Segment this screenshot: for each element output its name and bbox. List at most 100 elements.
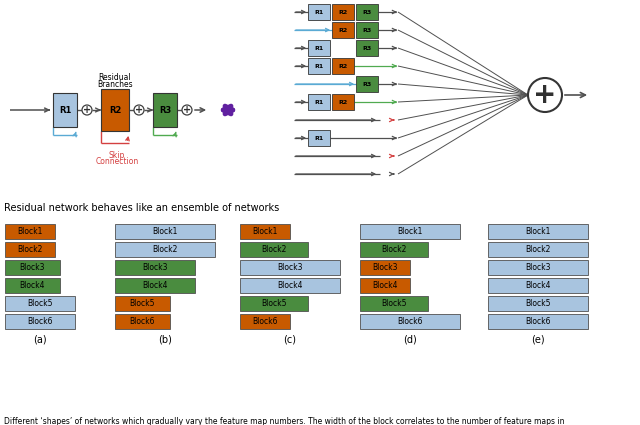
FancyBboxPatch shape bbox=[5, 224, 55, 239]
Circle shape bbox=[182, 105, 192, 115]
FancyBboxPatch shape bbox=[308, 130, 330, 146]
FancyBboxPatch shape bbox=[488, 314, 588, 329]
FancyBboxPatch shape bbox=[240, 314, 290, 329]
FancyBboxPatch shape bbox=[360, 260, 410, 275]
FancyBboxPatch shape bbox=[115, 224, 215, 239]
Text: R3: R3 bbox=[362, 9, 372, 14]
Text: R3: R3 bbox=[159, 105, 171, 114]
FancyBboxPatch shape bbox=[360, 224, 460, 239]
FancyBboxPatch shape bbox=[488, 296, 588, 311]
FancyBboxPatch shape bbox=[356, 22, 378, 38]
Text: +: + bbox=[183, 105, 191, 115]
FancyBboxPatch shape bbox=[356, 40, 378, 56]
Text: R3: R3 bbox=[362, 82, 372, 87]
FancyBboxPatch shape bbox=[101, 89, 129, 131]
Text: R1: R1 bbox=[314, 136, 324, 141]
Text: (d): (d) bbox=[403, 335, 417, 345]
Text: Branches: Branches bbox=[97, 79, 133, 88]
Text: Block2: Block2 bbox=[261, 245, 287, 254]
FancyBboxPatch shape bbox=[115, 296, 170, 311]
FancyBboxPatch shape bbox=[360, 296, 428, 311]
Text: Block1: Block1 bbox=[17, 227, 43, 236]
Text: Block5: Block5 bbox=[381, 299, 407, 308]
FancyBboxPatch shape bbox=[240, 224, 290, 239]
Text: R1: R1 bbox=[314, 45, 324, 51]
Text: Block1: Block1 bbox=[252, 227, 278, 236]
FancyBboxPatch shape bbox=[240, 296, 308, 311]
Text: R1: R1 bbox=[314, 63, 324, 68]
Text: R1: R1 bbox=[314, 99, 324, 105]
FancyBboxPatch shape bbox=[332, 58, 354, 74]
FancyBboxPatch shape bbox=[153, 93, 177, 127]
FancyBboxPatch shape bbox=[488, 242, 588, 257]
FancyBboxPatch shape bbox=[488, 260, 588, 275]
Text: R2: R2 bbox=[339, 28, 348, 32]
Circle shape bbox=[82, 105, 92, 115]
Text: +: + bbox=[83, 105, 91, 115]
Text: Block1: Block1 bbox=[152, 227, 178, 236]
FancyBboxPatch shape bbox=[5, 278, 60, 293]
Text: Block4: Block4 bbox=[525, 281, 551, 290]
FancyBboxPatch shape bbox=[308, 4, 330, 20]
Text: Block5: Block5 bbox=[261, 299, 287, 308]
FancyBboxPatch shape bbox=[356, 4, 378, 20]
Text: +: + bbox=[135, 105, 143, 115]
FancyBboxPatch shape bbox=[115, 242, 215, 257]
FancyBboxPatch shape bbox=[308, 58, 330, 74]
Text: (e): (e) bbox=[531, 335, 545, 345]
FancyBboxPatch shape bbox=[53, 93, 77, 127]
Circle shape bbox=[528, 78, 562, 112]
Text: Residual network behaves like an ensemble of networks: Residual network behaves like an ensembl… bbox=[4, 203, 279, 213]
FancyBboxPatch shape bbox=[5, 242, 55, 257]
Text: Block1: Block1 bbox=[525, 227, 550, 236]
FancyBboxPatch shape bbox=[332, 4, 354, 20]
Text: Residual: Residual bbox=[99, 73, 131, 82]
Text: Block6: Block6 bbox=[28, 317, 52, 326]
FancyBboxPatch shape bbox=[115, 314, 170, 329]
Text: R2: R2 bbox=[339, 63, 348, 68]
Text: Block2: Block2 bbox=[381, 245, 406, 254]
Text: R3: R3 bbox=[362, 45, 372, 51]
Text: +: + bbox=[533, 81, 557, 109]
FancyBboxPatch shape bbox=[360, 278, 410, 293]
Text: R1: R1 bbox=[314, 9, 324, 14]
Text: (c): (c) bbox=[284, 335, 296, 345]
Text: R2: R2 bbox=[109, 105, 121, 114]
Text: Block4: Block4 bbox=[142, 281, 168, 290]
FancyBboxPatch shape bbox=[308, 94, 330, 110]
Text: R1: R1 bbox=[59, 105, 71, 114]
Text: Connection: Connection bbox=[95, 157, 139, 166]
Text: Skip: Skip bbox=[109, 151, 125, 160]
Text: Block5: Block5 bbox=[525, 299, 551, 308]
Text: Block4: Block4 bbox=[372, 281, 397, 290]
Text: R2: R2 bbox=[339, 9, 348, 14]
FancyBboxPatch shape bbox=[356, 76, 378, 92]
Text: Block6: Block6 bbox=[130, 317, 156, 326]
Text: Block2: Block2 bbox=[17, 245, 43, 254]
FancyBboxPatch shape bbox=[360, 242, 428, 257]
Text: (b): (b) bbox=[158, 335, 172, 345]
Text: Block2: Block2 bbox=[152, 245, 178, 254]
Circle shape bbox=[134, 105, 144, 115]
FancyBboxPatch shape bbox=[488, 224, 588, 239]
FancyBboxPatch shape bbox=[240, 278, 340, 293]
Text: Different ‘shapes’ of networks which gradually vary the feature map numbers. The: Different ‘shapes’ of networks which gra… bbox=[4, 416, 564, 425]
FancyBboxPatch shape bbox=[5, 260, 60, 275]
FancyBboxPatch shape bbox=[115, 260, 195, 275]
Text: Block4: Block4 bbox=[277, 281, 303, 290]
Text: Block3: Block3 bbox=[277, 263, 303, 272]
FancyBboxPatch shape bbox=[240, 242, 308, 257]
Text: Block6: Block6 bbox=[252, 317, 278, 326]
FancyBboxPatch shape bbox=[332, 94, 354, 110]
FancyBboxPatch shape bbox=[308, 40, 330, 56]
FancyBboxPatch shape bbox=[5, 314, 75, 329]
FancyBboxPatch shape bbox=[488, 278, 588, 293]
Text: Block3: Block3 bbox=[142, 263, 168, 272]
Text: (a): (a) bbox=[33, 335, 47, 345]
Text: R2: R2 bbox=[339, 99, 348, 105]
Text: Block5: Block5 bbox=[28, 299, 52, 308]
FancyBboxPatch shape bbox=[5, 296, 75, 311]
FancyBboxPatch shape bbox=[115, 278, 195, 293]
Text: Block3: Block3 bbox=[525, 263, 551, 272]
Text: Block3: Block3 bbox=[20, 263, 45, 272]
